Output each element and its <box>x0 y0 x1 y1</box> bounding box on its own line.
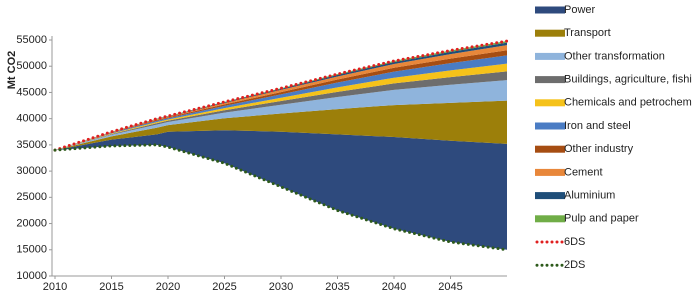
area <box>55 130 507 250</box>
x-tick-label: 2045 <box>438 281 462 293</box>
y-tick-label: 10000 <box>16 270 47 282</box>
legend-label: Chemicals and petrochemicals <box>564 97 692 109</box>
x-tick-label: 2035 <box>325 281 349 293</box>
y-tick-label: 20000 <box>16 217 47 229</box>
line <box>53 39 509 152</box>
area <box>55 55 507 151</box>
legend-label: Pulp and paper <box>564 213 639 225</box>
legend-label: Power <box>564 4 596 16</box>
x-tick-label: 2025 <box>212 281 236 293</box>
legend-swatch <box>535 168 565 176</box>
legend-swatch <box>535 29 565 37</box>
legend-swatch <box>535 145 565 153</box>
legend-label: 6DS <box>564 236 585 248</box>
x-tick-label: 2020 <box>156 281 180 293</box>
legend-label: Iron and steel <box>564 120 631 132</box>
area <box>55 63 507 151</box>
y-tick-label: 55000 <box>16 34 47 46</box>
legend-swatch <box>535 215 565 223</box>
area <box>55 50 507 151</box>
x-tick-label: 2010 <box>43 281 67 293</box>
y-tick-label: 45000 <box>16 86 47 98</box>
y-axis-label: Mt CO2 <box>6 51 18 90</box>
legend-swatch <box>535 6 565 14</box>
line <box>53 143 509 252</box>
legend-label: Transport <box>564 27 611 39</box>
legend-swatch <box>535 76 565 84</box>
x-tick-label: 2040 <box>382 281 406 293</box>
legend-swatch <box>535 192 565 200</box>
legend-label: 2DS <box>564 259 585 271</box>
y-tick-label: 50000 <box>16 60 47 72</box>
legend-label: Other industry <box>564 143 634 155</box>
y-tick-label: 15000 <box>16 244 47 256</box>
legend-label: Other transformation <box>564 50 665 62</box>
legend-label: Buildings, agriculture, fishing <box>564 74 692 86</box>
legend-swatch <box>535 52 565 60</box>
legend-label: Cement <box>564 166 603 178</box>
area <box>55 80 507 151</box>
legend-swatch <box>535 99 565 107</box>
y-tick-label: 30000 <box>16 165 47 177</box>
x-tick-label: 2030 <box>269 281 293 293</box>
legend-swatch <box>535 122 565 130</box>
area <box>55 71 507 151</box>
area <box>55 45 507 151</box>
area <box>55 100 507 151</box>
y-tick-label: 25000 <box>16 191 47 203</box>
x-tick-label: 2015 <box>99 281 123 293</box>
y-tick-label: 40000 <box>16 113 47 125</box>
y-tick-label: 35000 <box>16 139 47 151</box>
legend-label: Aluminium <box>564 190 615 202</box>
